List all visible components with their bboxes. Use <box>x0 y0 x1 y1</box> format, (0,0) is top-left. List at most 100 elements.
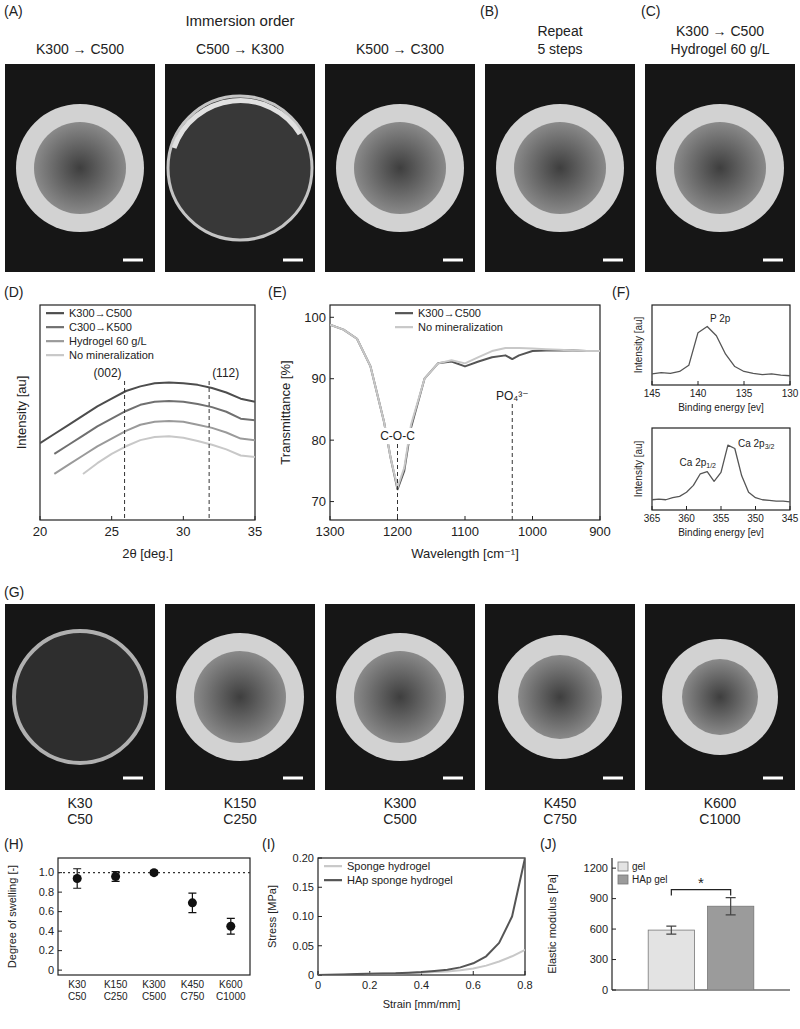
x-tick-label: 0.8 <box>517 979 532 991</box>
x-tick-label: 20 <box>33 524 47 539</box>
photo-label: C50 <box>67 811 93 827</box>
group-title: Immersion order <box>185 12 294 29</box>
photo <box>165 64 315 272</box>
legend-swatch <box>618 862 628 871</box>
y-tick <box>318 858 322 859</box>
error-bar <box>188 893 196 913</box>
photo <box>5 64 155 272</box>
y-tick <box>330 378 334 379</box>
photo-sample <box>336 104 464 232</box>
photo <box>5 604 155 790</box>
y-tick <box>318 916 322 917</box>
plot-marks <box>73 868 236 934</box>
annotation-main: Ca 2p <box>680 457 707 468</box>
photo-sample <box>16 104 144 232</box>
x-tick <box>652 381 653 385</box>
x-tick-label: K30C50 <box>68 979 87 1002</box>
photo-label: K300 → C500 <box>676 23 764 39</box>
photo-sample-center <box>674 122 766 214</box>
plot-marks <box>648 898 754 990</box>
x-tick-label: 135 <box>736 388 753 399</box>
legend-label: Sponge hydrogel <box>347 860 430 872</box>
x-tick-label-line: C250 <box>104 991 128 1002</box>
legend-label: No mineralization <box>418 321 503 333</box>
photo-label: K450 <box>544 795 577 811</box>
photo-sample <box>176 633 304 761</box>
legend-swatch <box>618 875 628 884</box>
photo-label: Hydrogel 60 g/L <box>671 41 770 57</box>
scale-bar <box>123 259 143 262</box>
annotation: Ca 2p1/2 <box>680 457 717 469</box>
x-tick-label: 35 <box>248 524 262 539</box>
annotation-main: P 2p <box>710 313 731 324</box>
x-tick-label-line: K300 <box>142 979 166 990</box>
y-tick <box>612 929 616 930</box>
label-patch <box>378 428 417 444</box>
x-tick-label: 0.4 <box>414 979 429 991</box>
panel-letter: (B) <box>480 3 499 19</box>
legend-swatch <box>395 326 413 328</box>
x-tick-label: 360 <box>678 513 695 524</box>
y-tick-label: 1200 <box>584 862 608 874</box>
x-tick <box>330 516 331 520</box>
photo-label: K500 → C300 <box>356 41 444 57</box>
y-tick-label: 80 <box>312 433 326 448</box>
plot-frame <box>58 858 250 975</box>
x-tick-label: 0.2 <box>362 979 377 991</box>
x-axis-title: 2θ [deg.] <box>122 546 173 561</box>
y-axis-title: Degree of swelling [-] <box>6 865 18 968</box>
plot-marks <box>330 325 600 490</box>
x-tick <box>744 381 745 385</box>
x-tick <box>755 506 756 510</box>
photo <box>325 604 475 790</box>
y-axis-title: Transmittance [%] <box>278 360 293 464</box>
x-tick <box>183 516 184 520</box>
annotation: C-O-C <box>380 429 415 443</box>
photo-label: K300 → C500 <box>36 41 124 57</box>
error-bar <box>227 918 235 934</box>
x-tick-label: 145 <box>644 388 661 399</box>
x-tick <box>473 971 474 975</box>
x-axis-title: Binding energy [ev] <box>678 402 764 413</box>
x-tick-label-line: K30 <box>68 979 86 990</box>
photo <box>165 604 315 790</box>
y-tick <box>58 911 62 912</box>
point <box>73 874 82 883</box>
photo-label: Repeat <box>537 23 582 39</box>
y-tick-label: 0.8 <box>39 886 54 898</box>
y-tick-label: 0.6 <box>39 905 54 917</box>
panel-letter: (I) <box>262 836 275 852</box>
bar <box>708 906 754 990</box>
photo-sample-center <box>514 122 606 214</box>
panel-letter: (C) <box>641 3 660 19</box>
y-tick-label: 0.2 <box>39 944 54 956</box>
y-axis <box>611 858 612 990</box>
series-line <box>54 401 255 454</box>
x-tick-label-line: K150 <box>104 979 128 990</box>
y-tick <box>330 440 334 441</box>
legend-label: Hydrogel 60 g/L <box>69 335 147 347</box>
photo-label: K30 <box>68 795 93 811</box>
panel-letter: (A) <box>4 3 23 19</box>
y-tick <box>58 892 62 893</box>
photo-sample <box>336 633 464 761</box>
plot-frame <box>330 305 600 520</box>
plot-frame <box>652 305 790 385</box>
annotation: P 2p <box>710 313 731 324</box>
annotation-line <box>124 381 125 520</box>
photo-sample <box>656 104 784 232</box>
x-tick <box>40 516 41 520</box>
error-bar <box>726 898 736 915</box>
point <box>188 898 197 907</box>
y-tick-label: 0.05 <box>293 940 314 952</box>
photo-highlight <box>174 101 300 148</box>
x-tick-label: K150C250 <box>104 979 128 1002</box>
x-tick-label-line: C50 <box>68 991 87 1002</box>
y-tick-label: 100 <box>304 310 326 325</box>
panel-letter: (H) <box>4 836 23 852</box>
x-tick-label: 355 <box>713 513 730 524</box>
y-tick-label: 0.4 <box>39 925 54 937</box>
photo-label: K150 <box>224 795 257 811</box>
annotation-line <box>512 404 513 520</box>
plot-frame <box>652 428 790 510</box>
